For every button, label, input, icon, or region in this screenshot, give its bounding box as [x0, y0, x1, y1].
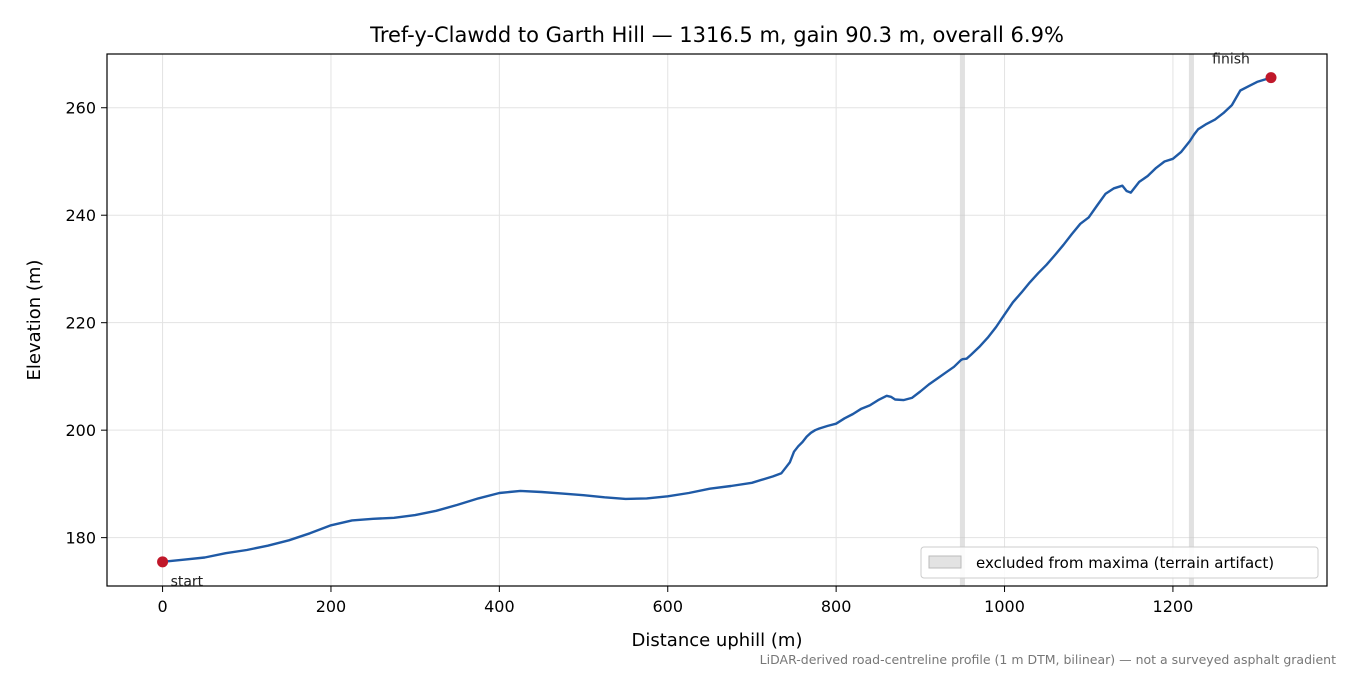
plot-frame — [106, 53, 1328, 587]
x-tick-label: 800 — [821, 597, 852, 616]
x-axis-label: Distance uphill (m) — [632, 630, 803, 651]
chart-title: Tref-y-Clawdd to Garth Hill — 1316.5 m, … — [369, 23, 1064, 47]
x-tick-label: 600 — [652, 597, 683, 616]
footnote: LiDAR-derived road-centreline profile (1… — [760, 652, 1336, 667]
excluded-band — [959, 54, 965, 586]
start-marker — [157, 556, 169, 568]
y-tick-label: 260 — [65, 99, 96, 118]
finish-label: finish — [1212, 52, 1250, 68]
x-tick-label: 200 — [316, 597, 347, 616]
excluded-band — [1188, 54, 1194, 586]
finish-marker — [1265, 72, 1277, 84]
y-tick-label: 180 — [65, 529, 96, 548]
legend-swatch — [928, 555, 962, 569]
legend: excluded from maxima (terrain artifact) — [920, 546, 1319, 579]
x-tick-label: 400 — [484, 597, 515, 616]
y-tick-label: 220 — [65, 314, 96, 333]
y-tick-label: 200 — [65, 421, 96, 440]
y-tick-label: 240 — [65, 206, 96, 225]
legend-label: excluded from maxima (terrain artifact) — [976, 554, 1274, 572]
x-tick-label: 0 — [157, 597, 167, 616]
elevation-profile-line — [162, 76, 1272, 563]
x-tick-label: 1200 — [1153, 597, 1194, 616]
legend-box — [920, 546, 1319, 579]
x-tick-label: 1000 — [984, 597, 1025, 616]
y-axis-label: Elevation (m) — [24, 260, 45, 381]
start-label: start — [171, 574, 204, 590]
